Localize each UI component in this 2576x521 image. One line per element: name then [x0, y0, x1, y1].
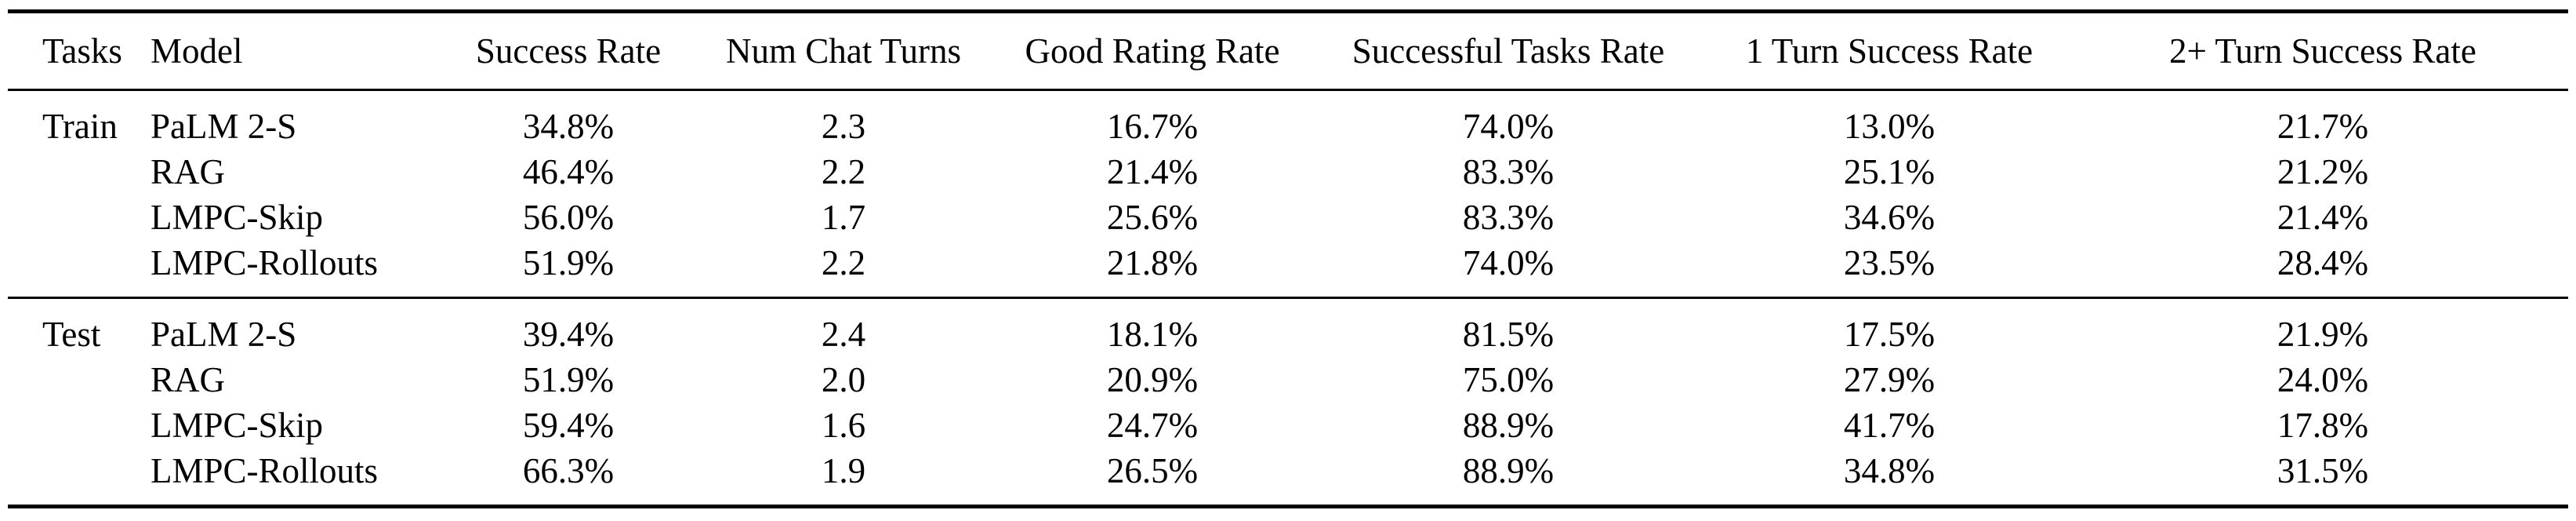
model-name: LMPC-Rollouts: [151, 451, 379, 490]
task-group-spacer: [8, 357, 151, 403]
cell-1-turn-success-rate: 34.6%: [1843, 198, 1936, 237]
cell-success-rate: 66.3%: [522, 451, 615, 490]
task-group-label: Train: [42, 107, 118, 146]
cell-2plus-turn-success-rate: 21.2%: [2277, 152, 2369, 191]
header-tasks: Tasks: [42, 31, 122, 71]
cell-success-rate: 59.4%: [522, 406, 615, 445]
table-body: Train PaLM 2-S 34.8% 2.3 16.7% 74.0% 13.0% 21.7…: [8, 89, 2568, 507]
header-2plus-turn-success-rate: 2+ Turn Success Rate: [2169, 31, 2476, 71]
model-name: LMPC-Skip: [151, 198, 324, 237]
table-row: LMPC-Skip 56.0% 1.7 25.6% 83.3% 34.6% 21.4%: [8, 195, 2568, 240]
cell-good-rating-rate: 18.1%: [1106, 315, 1199, 354]
table-row: LMPC-Rollouts 66.3% 1.9 26.5% 88.9% 34.8% 31.5…: [8, 448, 2568, 507]
cell-2plus-turn-success-rate: 31.5%: [2277, 451, 2369, 490]
cell-num-chat-turns: 2.2: [821, 243, 866, 282]
table-row: Train PaLM 2-S 34.8% 2.3 16.7% 74.0% 13.0% 21.7…: [8, 89, 2568, 150]
header-successful-tasks-rate: Successful Tasks Rate: [1351, 31, 1665, 71]
cell-num-chat-turns: 1.9: [821, 451, 866, 490]
cell-good-rating-rate: 21.8%: [1106, 243, 1199, 282]
cell-success-rate: 51.9%: [522, 243, 615, 282]
cell-good-rating-rate: 25.6%: [1106, 198, 1199, 237]
cell-successful-tasks-rate: 88.9%: [1462, 451, 1555, 490]
cell-successful-tasks-rate: 74.0%: [1462, 107, 1555, 146]
task-group-spacer: [8, 195, 151, 240]
table-row: LMPC-Skip 59.4% 1.6 24.7% 88.9% 41.7% 17.8%: [8, 403, 2568, 448]
header-row: Tasks Model Success Rate Num Chat Turns …: [8, 11, 2568, 90]
cell-success-rate: 39.4%: [522, 315, 615, 354]
model-name: PaLM 2-S: [151, 315, 297, 354]
cell-num-chat-turns: 1.6: [821, 406, 866, 445]
cell-num-chat-turns: 2.0: [821, 360, 866, 399]
cell-num-chat-turns: 2.2: [821, 152, 866, 191]
task-group-label: Test: [42, 315, 101, 354]
cell-successful-tasks-rate: 81.5%: [1462, 315, 1555, 354]
cell-successful-tasks-rate: 75.0%: [1462, 360, 1555, 399]
cell-1-turn-success-rate: 34.8%: [1843, 451, 1936, 490]
cell-good-rating-rate: 26.5%: [1106, 451, 1199, 490]
model-name: RAG: [151, 360, 226, 399]
model-name: LMPC-Rollouts: [151, 243, 379, 282]
cell-success-rate: 56.0%: [522, 198, 615, 237]
cell-num-chat-turns: 1.7: [821, 198, 866, 237]
cell-2plus-turn-success-rate: 24.0%: [2277, 360, 2369, 399]
cell-2plus-turn-success-rate: 21.9%: [2277, 315, 2369, 354]
cell-successful-tasks-rate: 83.3%: [1462, 152, 1555, 191]
cell-good-rating-rate: 20.9%: [1106, 360, 1199, 399]
table-row: RAG 46.4% 2.2 21.4% 83.3% 25.1% 21.2%: [8, 149, 2568, 195]
cell-2plus-turn-success-rate: 21.7%: [2277, 107, 2369, 146]
cell-1-turn-success-rate: 27.9%: [1843, 360, 1936, 399]
table-row: LMPC-Rollouts 51.9% 2.2 21.8% 74.0% 23.5% 28.4…: [8, 240, 2568, 298]
cell-2plus-turn-success-rate: 17.8%: [2277, 406, 2369, 445]
cell-1-turn-success-rate: 25.1%: [1843, 152, 1936, 191]
cell-2plus-turn-success-rate: 21.4%: [2277, 198, 2369, 237]
results-table: Tasks Model Success Rate Num Chat Turns …: [8, 9, 2568, 508]
cell-1-turn-success-rate: 23.5%: [1843, 243, 1936, 282]
header-model: Model: [151, 31, 243, 71]
cell-good-rating-rate: 21.4%: [1106, 152, 1199, 191]
model-name: RAG: [151, 152, 226, 191]
cell-1-turn-success-rate: 41.7%: [1843, 406, 1936, 445]
task-group-spacer: [8, 240, 151, 298]
task-group-spacer: [8, 448, 151, 507]
header-1-turn-success-rate: 1 Turn Success Rate: [1745, 31, 2034, 71]
cell-num-chat-turns: 2.4: [821, 315, 866, 354]
cell-1-turn-success-rate: 17.5%: [1843, 315, 1936, 354]
header-good-rating-rate: Good Rating Rate: [1025, 31, 1280, 71]
header-success-rate: Success Rate: [475, 31, 662, 71]
cell-success-rate: 46.4%: [522, 152, 615, 191]
header-num-chat-turns: Num Chat Turns: [725, 31, 962, 71]
cell-successful-tasks-rate: 88.9%: [1462, 406, 1555, 445]
model-name: LMPC-Skip: [151, 406, 324, 445]
cell-1-turn-success-rate: 13.0%: [1843, 107, 1936, 146]
table-row: Test PaLM 2-S 39.4% 2.4 18.1% 81.5% 17.5% 21.9%: [8, 297, 2568, 358]
cell-successful-tasks-rate: 74.0%: [1462, 243, 1555, 282]
cell-successful-tasks-rate: 83.3%: [1462, 198, 1555, 237]
task-group-spacer: [8, 149, 151, 195]
cell-good-rating-rate: 24.7%: [1106, 406, 1199, 445]
table-row: RAG 51.9% 2.0 20.9% 75.0% 27.9% 24.0%: [8, 357, 2568, 403]
task-group-spacer: [8, 403, 151, 448]
cell-success-rate: 34.8%: [522, 107, 615, 146]
model-name: PaLM 2-S: [151, 107, 297, 146]
cell-success-rate: 51.9%: [522, 360, 615, 399]
cell-2plus-turn-success-rate: 28.4%: [2277, 243, 2369, 282]
cell-num-chat-turns: 2.3: [821, 107, 866, 146]
cell-good-rating-rate: 16.7%: [1106, 107, 1199, 146]
